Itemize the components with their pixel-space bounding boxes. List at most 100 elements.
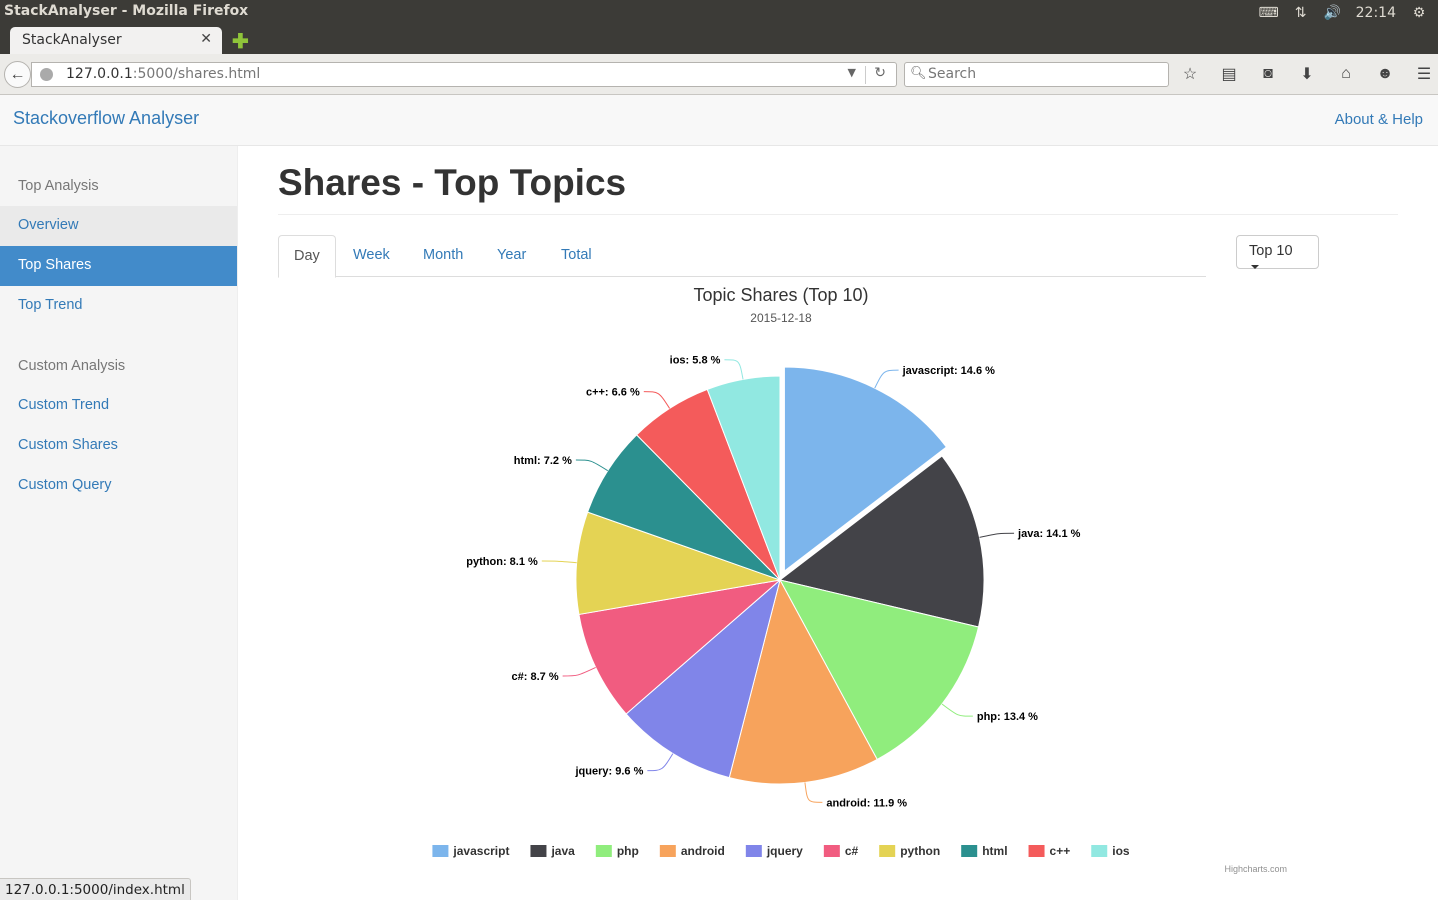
os-top-bar: StackAnalyser - Mozilla Firefox ⌨ ⇅ 🔊 22… bbox=[0, 0, 1438, 25]
pie-slice-java[interactable] bbox=[778, 455, 985, 628]
sidebar-item-custom-trend[interactable]: Custom Trend bbox=[18, 397, 110, 413]
site-identity-icon[interactable] bbox=[40, 68, 53, 81]
legend-item-java[interactable]: java bbox=[530, 844, 575, 858]
bookmark-star-icon[interactable]: ☆ bbox=[1182, 66, 1198, 83]
pie-data-label-php: php: 13.4 % bbox=[977, 711, 1038, 723]
url-host: 127.0.0.1 bbox=[66, 66, 133, 82]
legend-item-cplusplus[interactable]: c++ bbox=[1028, 844, 1071, 858]
tab-month[interactable]: Month bbox=[423, 247, 464, 263]
sidebar: Top Analysis Overview Top Shares Top Tre… bbox=[0, 146, 238, 900]
legend-label: c++ bbox=[1050, 844, 1071, 858]
legend-item-javascript[interactable]: javascript bbox=[432, 844, 509, 858]
url-history-dropdown-icon[interactable]: ▼ bbox=[847, 66, 856, 79]
url-separator bbox=[865, 66, 866, 84]
browser-toolbar: ☆ ▤ ◙ ⬇ ⌂ ☻ ☰ bbox=[1180, 64, 1434, 84]
legend-item-python[interactable]: python bbox=[879, 844, 940, 858]
legend-label: php bbox=[617, 844, 639, 858]
pie-label-connector-csharp bbox=[562, 666, 596, 677]
browser-nav-bar: ← 127.0.0.1:5000/shares.html ▼ ↻ 🔍︎ Sear… bbox=[0, 54, 1438, 95]
close-tab-icon[interactable]: ✕ bbox=[200, 31, 212, 47]
system-tray: ⌨ ⇅ 🔊 22:14 ⚙ bbox=[1258, 0, 1438, 25]
pie-data-label-ios: ios: 5.8 % bbox=[670, 355, 721, 367]
search-icon: 🔍︎ bbox=[910, 66, 927, 81]
brand-link[interactable]: Stackoverflow Analyser bbox=[13, 108, 200, 128]
legend-swatch bbox=[879, 845, 896, 857]
back-arrow-icon[interactable]: ← bbox=[4, 61, 31, 88]
search-input[interactable]: 🔍︎ Search bbox=[904, 62, 1169, 87]
pie-slice-python[interactable] bbox=[575, 511, 782, 616]
sidebar-group-custom-analysis: Custom Analysis bbox=[18, 358, 126, 374]
reload-icon[interactable]: ↻ bbox=[874, 65, 886, 81]
period-tabs: Day Week Month Year Total bbox=[278, 235, 1206, 278]
keyboard-icon[interactable]: ⌨ bbox=[1258, 4, 1279, 21]
tab-total[interactable]: Total bbox=[561, 247, 592, 263]
sidebar-item-custom-shares[interactable]: Custom Shares bbox=[18, 437, 118, 453]
legend-label: c# bbox=[845, 844, 859, 858]
sidebar-item-top-trend[interactable]: Top Trend bbox=[18, 297, 83, 313]
sidebar-item-overview[interactable]: Overview bbox=[0, 206, 237, 246]
legend-item-ios[interactable]: ios bbox=[1091, 844, 1130, 858]
pie-data-label-python: python: 8.1 % bbox=[466, 556, 538, 568]
legend-swatch bbox=[595, 845, 612, 857]
tab-day[interactable]: Day bbox=[278, 235, 336, 278]
clock[interactable]: 22:14 bbox=[1355, 4, 1396, 21]
network-icon[interactable]: ⇅ bbox=[1294, 4, 1307, 21]
chat-icon[interactable]: ☻ bbox=[1376, 65, 1394, 82]
chart-title: Topic Shares (Top 10) bbox=[693, 285, 868, 305]
pie-data-label-html: html: 7.2 % bbox=[514, 455, 572, 467]
browser-tab-strip: StackAnalyser ✕ ✚ bbox=[0, 25, 1438, 54]
pie-label-connector-cplusplus bbox=[643, 391, 671, 409]
pie-label-connector-python bbox=[541, 560, 577, 564]
menu-icon[interactable]: ☰ bbox=[1416, 66, 1432, 83]
legend-swatch bbox=[961, 845, 978, 857]
pocket-icon[interactable]: ◙ bbox=[1263, 65, 1273, 82]
top-n-dropdown[interactable]: Top 10 bbox=[1236, 235, 1319, 270]
pie-data-label-javascript: javascript: 14.6 % bbox=[902, 365, 996, 377]
legend-swatch bbox=[530, 845, 547, 857]
sidebar-group-top-analysis: Top Analysis bbox=[18, 178, 99, 194]
legend-label: ios bbox=[1112, 844, 1130, 858]
pie-data-label-cplusplus: c++: 6.6 % bbox=[586, 387, 640, 399]
browser-tab[interactable]: StackAnalyser ✕ bbox=[10, 27, 222, 54]
pie-slice-android[interactable] bbox=[728, 578, 878, 785]
url-path: :5000/shares.html bbox=[132, 66, 261, 82]
pie-label-connector-php bbox=[941, 703, 973, 717]
download-icon[interactable]: ⬇ bbox=[1300, 66, 1314, 83]
pie-slice-php[interactable] bbox=[779, 579, 980, 761]
tab-week[interactable]: Week bbox=[353, 247, 390, 263]
power-icon[interactable]: ⚙ bbox=[1412, 4, 1426, 21]
pie-label-connector-html bbox=[575, 459, 609, 472]
pie-data-label-java: java: 14.1 % bbox=[1017, 528, 1081, 540]
url-bar[interactable]: 127.0.0.1:5000/shares.html ▼ ↻ bbox=[31, 62, 897, 87]
about-help-link[interactable]: About & Help bbox=[1334, 111, 1423, 128]
legend-swatch bbox=[432, 845, 449, 857]
volume-icon[interactable]: 🔊 bbox=[1323, 4, 1342, 21]
pie-data-label-csharp: c#: 8.7 % bbox=[512, 671, 559, 683]
legend-item-html[interactable]: html bbox=[961, 844, 1008, 858]
pie-data-label-android: android: 11.9 % bbox=[826, 797, 907, 809]
new-tab-icon[interactable]: ✚ bbox=[232, 31, 249, 53]
status-bar-url: 127.0.0.1:5000/index.html bbox=[0, 878, 191, 900]
chart-credits[interactable]: Highcharts.com bbox=[1224, 864, 1287, 874]
pie-slice-csharp[interactable] bbox=[578, 579, 782, 715]
pie-label-connector-android bbox=[804, 782, 823, 803]
caret-down-icon bbox=[1251, 265, 1259, 270]
legend-label: javascript bbox=[452, 844, 509, 858]
pie-slice-jquery[interactable] bbox=[625, 578, 781, 779]
pie-slice-ios[interactable] bbox=[706, 375, 781, 581]
legend-label: html bbox=[982, 844, 1007, 858]
legend-swatch bbox=[659, 845, 676, 857]
sidebar-item-top-shares[interactable]: Top Shares bbox=[0, 246, 237, 286]
home-icon[interactable]: ⌂ bbox=[1341, 65, 1351, 82]
legend-swatch bbox=[823, 845, 840, 857]
legend-item-php[interactable]: php bbox=[595, 844, 639, 858]
legend-item-jquery[interactable]: jquery bbox=[745, 844, 803, 858]
legend-label: java bbox=[550, 844, 575, 858]
legend-label: jquery bbox=[766, 844, 803, 858]
sidebar-item-custom-query[interactable]: Custom Query bbox=[18, 477, 112, 493]
legend-item-android[interactable]: android bbox=[659, 844, 725, 858]
topic-shares-pie-chart: Topic Shares (Top 10) 2015-12-18 javascr… bbox=[432, 285, 1287, 874]
legend-item-csharp[interactable]: c# bbox=[823, 844, 859, 858]
tab-year[interactable]: Year bbox=[497, 247, 527, 263]
reading-list-icon[interactable]: ▤ bbox=[1221, 66, 1237, 83]
